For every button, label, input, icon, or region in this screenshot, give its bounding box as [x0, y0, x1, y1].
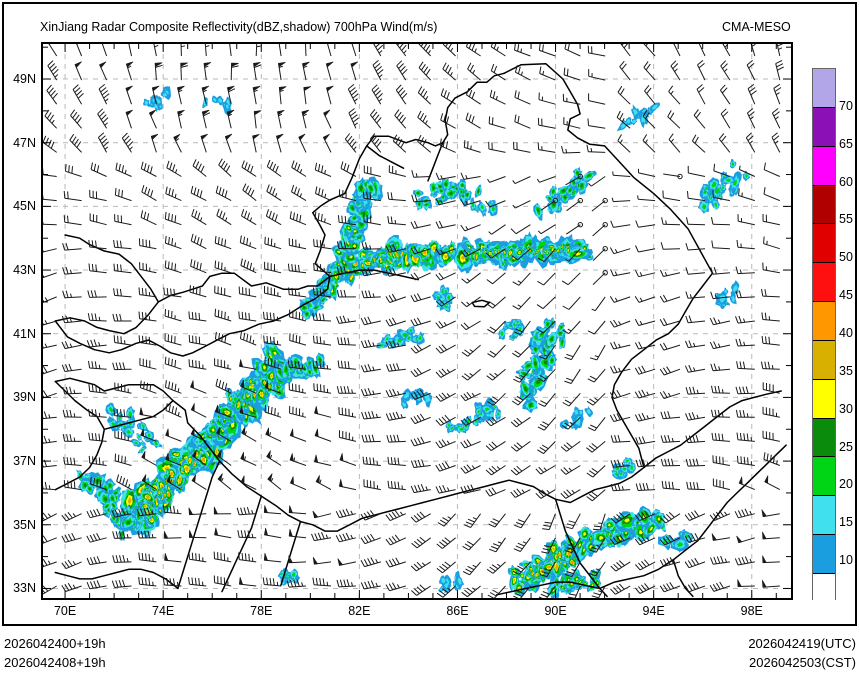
x-tick-label: 94E — [642, 604, 665, 618]
y-tick-label: 39N — [13, 390, 36, 405]
colorbar-tick-label: 15 — [839, 515, 853, 530]
y-tick-label: 49N — [13, 72, 36, 87]
colorbar-tick-label: 65 — [839, 136, 853, 151]
footer-init-cst: 2026042408+19h — [4, 655, 106, 670]
colorbar-band — [813, 184, 835, 224]
colorbar-tick-label: 25 — [839, 439, 853, 454]
model-tag: CMA-MESO — [722, 20, 791, 34]
y-tick-label: 41N — [13, 326, 36, 341]
colorbar-tick-label: 60 — [839, 174, 853, 189]
colorbar-band — [813, 378, 835, 418]
radar-echo-layer — [76, 86, 751, 598]
colorbar-band — [813, 456, 835, 496]
y-tick-label: 47N — [13, 135, 36, 150]
colorbar-tick-label: 45 — [839, 288, 853, 303]
colorbar-tick-label: 10 — [839, 553, 853, 568]
colorbar-band — [813, 339, 835, 379]
y-tick-label: 45N — [13, 199, 36, 214]
y-tick-label: 37N — [13, 454, 36, 469]
footer-valid-cst: 2026042503(CST) — [749, 655, 856, 670]
colorbar-tick-label: 50 — [839, 250, 853, 265]
footer-init-utc: 2026042400+19h — [4, 636, 106, 651]
colorbar-band — [813, 145, 835, 185]
map-canvas — [43, 44, 791, 598]
colorbar-band — [813, 69, 835, 107]
boundary-layer — [54, 62, 787, 598]
footer-valid-utc: 2026042419(UTC) — [748, 636, 856, 651]
page-title: XinJiang Radar Composite Reflectivity(dB… — [40, 20, 438, 34]
colorbar[interactable] — [812, 68, 836, 612]
colorbar-tick-label: 70 — [839, 98, 853, 113]
colorbar-band — [813, 106, 835, 146]
colorbar-band — [813, 223, 835, 263]
colorbar-tick-label: 35 — [839, 363, 853, 378]
colorbar-tick-label: 55 — [839, 212, 853, 227]
x-tick-label: 78E — [250, 604, 273, 618]
y-tick-label: 35N — [13, 517, 36, 532]
colorbar-band — [813, 301, 835, 340]
x-tick-label: 70E — [53, 604, 77, 618]
x-tick-label: 98E — [740, 604, 763, 618]
colorbar-band — [813, 534, 835, 573]
x-tick-label: 90E — [544, 604, 567, 618]
page-border — [2, 2, 857, 626]
colorbar-tick-label: 30 — [839, 401, 853, 416]
colorbar-band — [813, 417, 835, 457]
colorbar-band — [813, 262, 835, 302]
colorbar-band — [813, 495, 835, 535]
colorbar-band — [813, 572, 835, 612]
colorbar-tick-label: 20 — [839, 477, 853, 492]
map-plot-area[interactable] — [41, 42, 793, 600]
x-tick-label: 74E — [152, 604, 175, 618]
y-tick-label: 33N — [13, 581, 36, 596]
wind-barb-layer — [43, 44, 784, 598]
colorbar-tick-label: 40 — [839, 326, 853, 340]
axis-tick-layer — [43, 44, 791, 598]
y-tick-label: 43N — [13, 263, 36, 278]
x-tick-label: 86E — [446, 604, 469, 618]
x-tick-label: 82E — [348, 604, 371, 618]
